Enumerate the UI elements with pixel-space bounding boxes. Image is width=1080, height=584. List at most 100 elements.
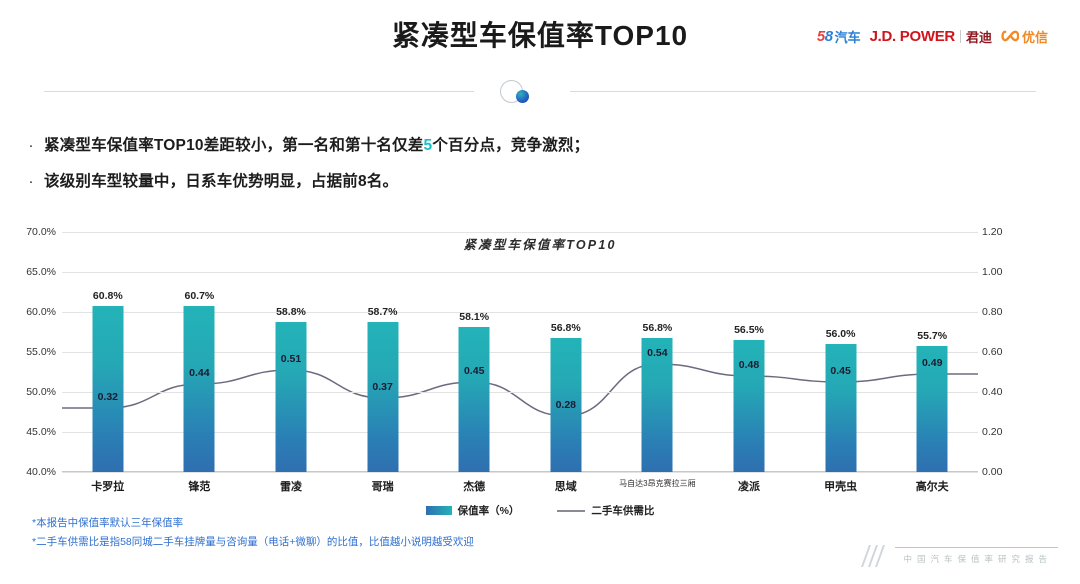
chart-category-group: 56.8% 0.28 思域 <box>520 232 612 493</box>
divider-line-left <box>44 91 474 92</box>
divider-dot-icon <box>516 90 529 103</box>
chart-category-group: 58.7% 0.37 哥瑞 <box>337 232 429 493</box>
line-value-label: 0.48 <box>738 359 760 371</box>
x-axis-line <box>62 471 978 472</box>
gridline <box>62 272 978 273</box>
chart-category-group: 56.8% 0.54 马自达3昂克赛拉三厢 <box>612 232 704 488</box>
y-axis-left-tick: 55.0% <box>26 346 56 358</box>
y-axis-left-tick: 45.0% <box>26 426 56 438</box>
bullet-marker: · <box>28 173 34 190</box>
chart-category-group: 58.8% 0.51 雷凌 <box>245 232 337 493</box>
x-axis-category-label: 马自达3昂克赛拉三厢 <box>619 479 696 488</box>
logo-youxin-label: 优信 <box>1021 29 1048 45</box>
y-axis-left-tick: 65.0% <box>26 266 56 278</box>
legend-item-supply-demand: 二手车供需比 <box>557 503 654 518</box>
gridline <box>62 312 978 313</box>
bar-value-label: 58.8% <box>276 305 306 318</box>
chart-category-group: 55.7% 0.49 高尔夫 <box>886 232 978 493</box>
y-axis-left-tick: 40.0% <box>26 466 56 478</box>
x-axis-category-label: 杰德 <box>463 481 486 493</box>
bar[interactable] <box>458 327 490 472</box>
list-item: · 该级别车型较量中，日系车优势明显，占据前8名。 <box>18 171 1018 193</box>
bar-value-label: 56.8% <box>642 321 673 334</box>
chart-legend: 保值率（%） 二手车供需比 <box>0 503 1080 518</box>
divider-line-right <box>570 91 1036 92</box>
legend-swatch-line <box>557 509 586 512</box>
bar[interactable] <box>367 322 399 472</box>
bullet-text: 该级别车型较量中，日系车优势明显，占据前8名。 <box>44 171 398 193</box>
footnote-2: *二手车供需比是指58同城二手车挂牌量与咨询量（电话+微聊）的比值，比值越小说明… <box>32 536 474 548</box>
logo-jd-power: J.D. POWER 君迪 <box>870 27 992 46</box>
bullet-text-pre: 该级别车型较量中，日系车优势明显，占据前8名。 <box>44 173 399 190</box>
line-value-label: 0.44 <box>189 367 210 379</box>
bar[interactable] <box>275 321 307 472</box>
y-axis-right-tick: 0.60 <box>982 346 1003 358</box>
logo-58-label: 汽车 <box>834 29 861 45</box>
logo-58-auto: 58 汽车 <box>817 27 861 46</box>
x-axis-category-label: 甲壳虫 <box>824 481 858 493</box>
bar[interactable] <box>183 306 215 472</box>
line-value-label: 0.37 <box>372 381 393 393</box>
y-axis-left-tick: 70.0% <box>26 226 56 238</box>
bullet-highlight: 5 <box>423 137 433 154</box>
bar[interactable] <box>733 340 765 472</box>
bullet-text: 紧凑型车保值率TOP10差距较小，第一名和第十名仅差5个百分点，竞争激烈； <box>44 135 589 157</box>
gridline <box>62 352 978 353</box>
y-axis-right-tick: 1.00 <box>982 266 1003 278</box>
bar[interactable] <box>916 346 948 472</box>
footnote-1: *本报告中保值率默认三年保值率 <box>32 517 184 529</box>
y-axis-right-tick: 0.00 <box>982 466 1003 478</box>
y-axis-right-tick: 0.80 <box>982 306 1003 318</box>
chart-category-group: 58.1% 0.45 杰德 <box>428 232 520 493</box>
gridline <box>62 392 978 393</box>
x-axis-category-label: 卡罗拉 <box>91 481 125 493</box>
chart-title: 紧凑型车保值率TOP10 <box>463 238 617 252</box>
bar-value-label: 56.8% <box>550 321 581 334</box>
legend-item-retention: 保值率（%） <box>425 503 520 518</box>
bar[interactable] <box>641 337 673 472</box>
x-axis-category-label: 高尔夫 <box>915 481 949 493</box>
logo-group: 58 汽车 J.D. POWER 君迪 优信 <box>817 25 1048 47</box>
bar[interactable] <box>550 337 582 472</box>
y-axis-right-tick: 0.40 <box>982 386 1003 398</box>
logo-divider <box>959 29 961 43</box>
youxin-mark-icon <box>1001 29 1020 43</box>
bar[interactable] <box>92 305 124 472</box>
bar-value-label: 60.8% <box>92 289 123 302</box>
y-axis-left-tick: 50.0% <box>26 386 56 398</box>
bullet-text-pre: 紧凑型车保值率TOP10差距较小，第一名和第十名仅差 <box>44 137 424 154</box>
bar-value-label: 58.1% <box>459 311 490 324</box>
line-value-label: 0.28 <box>555 399 577 411</box>
chart-category-group: 56.0% 0.45 甲壳虫 <box>795 232 887 493</box>
line-value-label: 0.32 <box>97 391 119 403</box>
slash-decoration-icon <box>861 545 893 569</box>
bar-value-label: 60.7% <box>184 290 215 303</box>
legend-label-supply-demand: 二手车供需比 <box>591 505 655 517</box>
x-axis-category-label: 锋范 <box>188 481 211 493</box>
x-axis-category-label: 凌派 <box>737 481 760 493</box>
watermark: 中国汽车保值率研究报告 <box>861 542 1058 572</box>
line-value-label: 0.54 <box>647 347 668 359</box>
logo-58-number: 58 <box>816 27 833 45</box>
legend-label-retention: 保值率（%） <box>457 505 520 517</box>
header-divider <box>0 78 1080 104</box>
y-axis-right-tick: 1.20 <box>982 226 1003 238</box>
logo-jd-text: J.D. POWER <box>869 27 956 45</box>
bar[interactable] <box>825 344 857 472</box>
footnote-group: *本报告中保值率默认三年保值率 *二手车供需比是指58同城二手车挂牌量与咨询量（… <box>32 514 474 552</box>
bar-value-label: 56.0% <box>825 328 856 340</box>
line-value-label: 0.51 <box>280 353 302 365</box>
gridline <box>62 232 978 233</box>
bullet-list: · 紧凑型车保值率TOP10差距较小，第一名和第十名仅差5个百分点，竞争激烈； … <box>18 135 1018 207</box>
page-title: 紧凑型车保值率TOP10 <box>391 20 689 51</box>
chart-plot-area: 60.8% 0.32 卡罗拉 60.7% 0.44 锋范 58.8% 0.51 雷凌 58.7% 0… <box>62 232 978 493</box>
x-axis-category-label: 雷凌 <box>279 481 302 493</box>
chart-category-group: 60.8% 0.32 卡罗拉 <box>62 232 154 493</box>
bar-value-label: 55.7% <box>917 330 948 343</box>
logo-jundi-text: 君迪 <box>965 29 992 45</box>
logo-youxin: 优信 <box>1001 27 1048 46</box>
line-value-label: 0.45 <box>830 365 851 377</box>
bullet-marker: · <box>28 137 34 154</box>
y-axis-left-tick: 60.0% <box>26 306 56 318</box>
